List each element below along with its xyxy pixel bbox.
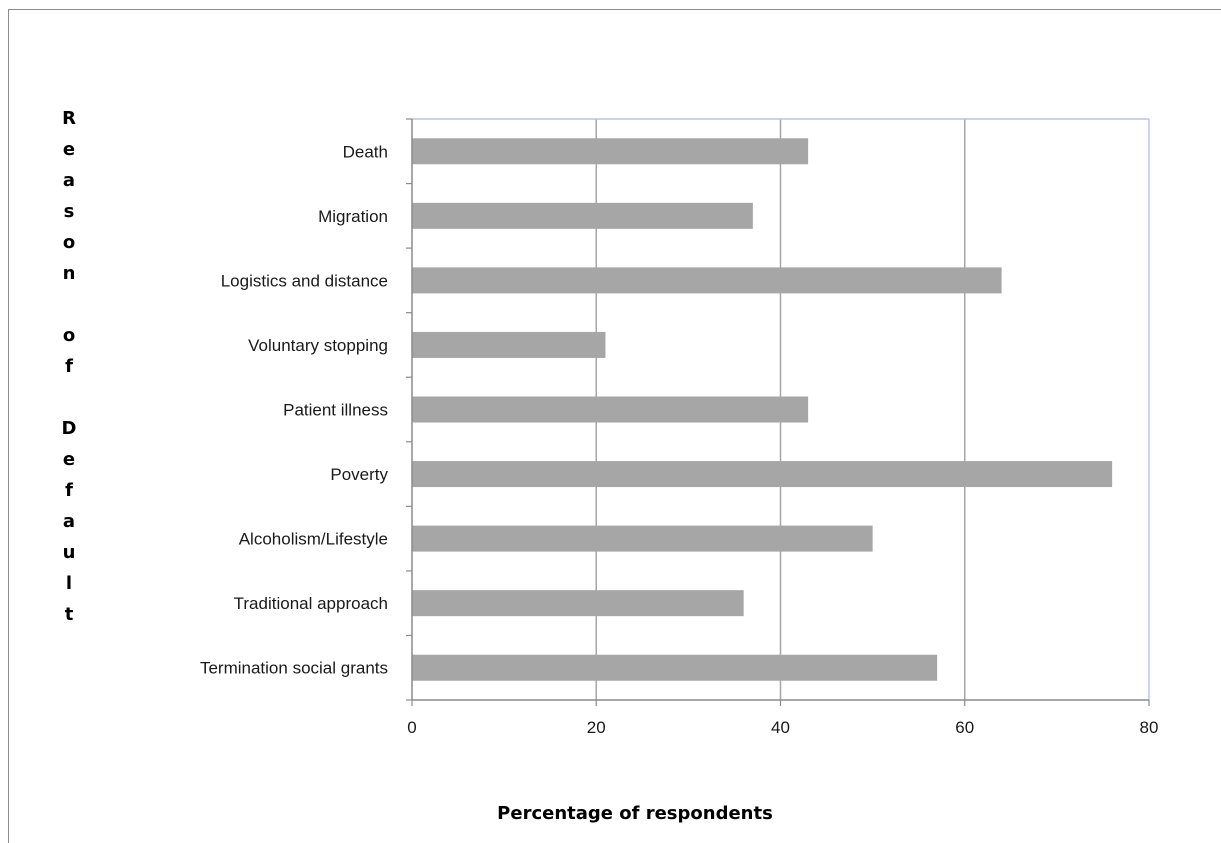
y-axis-title-letter: t [65, 604, 74, 625]
category-label: Termination social grants [200, 659, 388, 678]
y-axis-title-letter: l [66, 573, 72, 594]
x-tick-label: 0 [407, 718, 416, 737]
category-label: Poverty [330, 465, 388, 484]
category-label: Patient illness [283, 401, 388, 420]
bar-traditional-approach [412, 590, 744, 617]
x-tick-label: 20 [587, 718, 606, 737]
y-axis-title-letter: n [63, 263, 76, 284]
bar-logistics-and-distance [412, 267, 1002, 294]
y-axis-title-letter: u [63, 542, 76, 563]
y-axis-title-letter: f [65, 480, 73, 501]
bar-migration [412, 202, 753, 229]
y-axis-title-letter: a [63, 170, 75, 191]
y-axis-title-letter: e [63, 449, 75, 470]
bar-voluntary-stopping [412, 331, 606, 358]
labels: Death Migration Logistics and distance Volu… [200, 142, 1158, 737]
y-axis-title-letter: e [63, 139, 75, 160]
y-axis-title-letter: a [63, 511, 75, 532]
y-axis-title-letter: o [63, 232, 75, 253]
category-label: Death [343, 142, 388, 161]
y-axis-title-letter: o [63, 325, 75, 346]
category-label: Voluntary stopping [248, 336, 388, 355]
bar-patient-illness [412, 396, 809, 423]
x-tick-label: 40 [771, 718, 790, 737]
x-tick-label: 60 [955, 718, 974, 737]
bar-poverty [412, 461, 1113, 488]
y-axis-title-letter: s [64, 201, 75, 222]
bar-termination-social-grants [412, 654, 938, 681]
y-axis-title-letter: f [65, 356, 73, 377]
category-label: Traditional approach [234, 594, 388, 613]
y-axis-title-letter: D [62, 418, 77, 439]
bar-alcoholism-lifestyle [412, 525, 873, 552]
category-label: Alcoholism/Lifestyle [239, 530, 388, 549]
y-axis-title-letter: R [62, 108, 76, 129]
axes [406, 118, 1150, 706]
x-tick-label: 80 [1140, 718, 1159, 737]
x-axis-title: Percentage of respondents [497, 803, 773, 824]
bar-death [412, 138, 809, 165]
chart-frame [8, 9, 1221, 843]
bars [412, 138, 1113, 681]
category-label: Logistics and distance [221, 271, 388, 290]
category-label: Migration [318, 207, 388, 226]
